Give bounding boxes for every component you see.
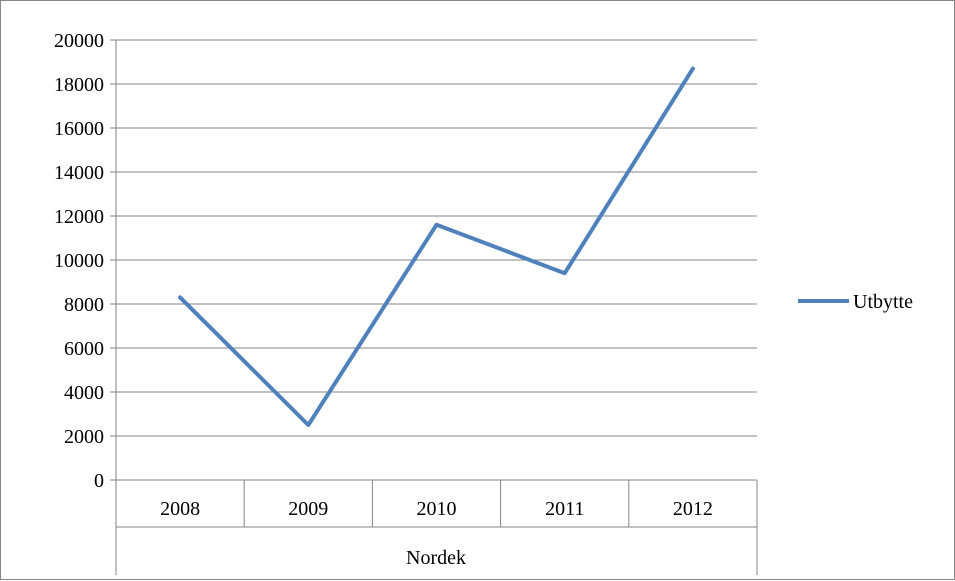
x-tick-labels: 2008 2009 2010 2011 2012 bbox=[160, 498, 713, 520]
y-tick-label: 18000 bbox=[54, 74, 104, 96]
x-group-label: Nordek bbox=[406, 547, 466, 569]
series-line-utbytte bbox=[180, 69, 693, 425]
x-tick-label: 2011 bbox=[545, 498, 584, 520]
legend-label-utbytte: Utbytte bbox=[853, 291, 913, 313]
series-lines bbox=[180, 69, 693, 426]
y-tick-label: 12000 bbox=[54, 206, 104, 228]
y-tick-label: 0 bbox=[94, 470, 104, 492]
y-tick-labels: 0 2000 4000 6000 8000 10000 12000 14000 16000 180… bbox=[54, 30, 104, 492]
y-tick-label: 4000 bbox=[64, 382, 104, 404]
y-tick-label: 16000 bbox=[54, 118, 104, 140]
x-tick-label: 2012 bbox=[673, 498, 713, 520]
y-tick-label: 14000 bbox=[54, 162, 104, 184]
x-tick-label: 2010 bbox=[417, 498, 457, 520]
y-tick-label: 10000 bbox=[54, 250, 104, 272]
y-tick-label: 20000 bbox=[54, 30, 104, 52]
y-tick-label: 2000 bbox=[64, 426, 104, 448]
x-tick-label: 2008 bbox=[160, 498, 200, 520]
gridlines bbox=[116, 40, 757, 436]
legend: Utbytte bbox=[798, 291, 913, 313]
y-tick-label: 6000 bbox=[64, 338, 104, 360]
y-tick-label: 8000 bbox=[64, 294, 104, 316]
x-tick-label: 2009 bbox=[288, 498, 328, 520]
